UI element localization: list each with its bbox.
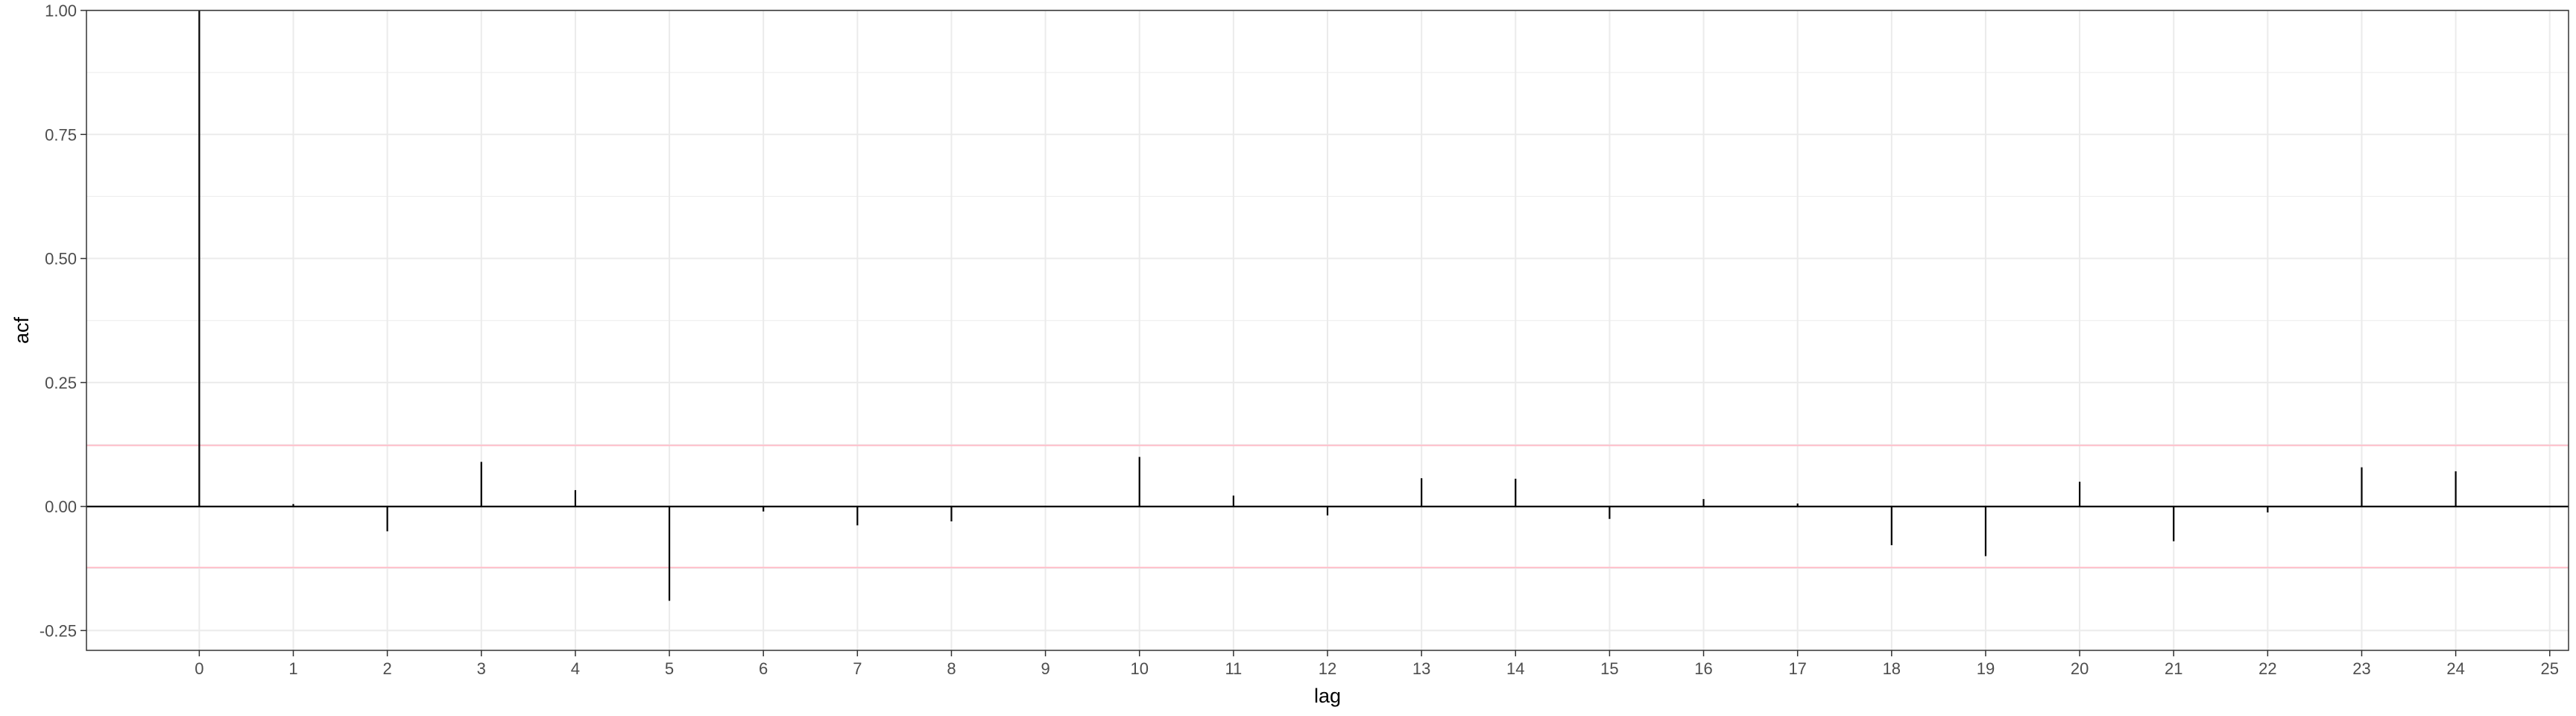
x-axis-ticks: 0 1 2 3 4 5 6 7 8 9 10 11 12 13 14 15 16 17 18 19 20 21 22 23 24… — [195, 650, 2559, 678]
x-tick-label: 1 — [288, 659, 297, 678]
x-tick-label: 4 — [571, 659, 580, 678]
x-tick-label: 9 — [1041, 659, 1049, 678]
x-tick-label: 14 — [1506, 659, 1524, 678]
y-tick-label: 0.25 — [45, 374, 77, 392]
x-tick-label: 3 — [477, 659, 486, 678]
x-tick-label: 13 — [1412, 659, 1430, 678]
x-tick-label: 12 — [1319, 659, 1336, 678]
x-tick-label: 24 — [2446, 659, 2464, 678]
x-tick-label: 18 — [1883, 659, 1901, 678]
x-tick-label: 10 — [1130, 659, 1148, 678]
x-tick-label: 5 — [665, 659, 674, 678]
x-tick-label: 16 — [1694, 659, 1712, 678]
x-tick-label: 25 — [2541, 659, 2559, 678]
x-tick-label: 19 — [1977, 659, 1995, 678]
y-axis-ticks: 1.00 0.75 0.50 0.25 0.00 -0.25 — [40, 1, 86, 640]
x-tick-label: 8 — [947, 659, 956, 678]
x-tick-label: 20 — [2071, 659, 2089, 678]
x-tick-label: 7 — [853, 659, 862, 678]
y-tick-label: 0.00 — [45, 497, 77, 516]
y-tick-label: 0.50 — [45, 250, 77, 268]
x-tick-label: 15 — [1600, 659, 1618, 678]
x-tick-label: 22 — [2258, 659, 2276, 678]
confidence-bounds — [86, 445, 2569, 568]
y-tick-label: 1.00 — [45, 1, 77, 20]
x-tick-label: 21 — [2165, 659, 2182, 678]
x-tick-label: 0 — [195, 659, 203, 678]
x-tick-label: 17 — [1788, 659, 1806, 678]
x-tick-label: 2 — [383, 659, 392, 678]
grid-lines — [86, 10, 2569, 650]
x-tick-label: 6 — [759, 659, 768, 678]
x-axis-title: lag — [1314, 685, 1341, 707]
x-tick-label: 11 — [1225, 659, 1242, 678]
y-axis-title: acf — [10, 316, 33, 344]
acf-bars — [198, 10, 2457, 601]
y-tick-label: 0.75 — [45, 125, 77, 144]
x-tick-label: 23 — [2352, 659, 2370, 678]
y-tick-label: -0.25 — [40, 621, 77, 640]
